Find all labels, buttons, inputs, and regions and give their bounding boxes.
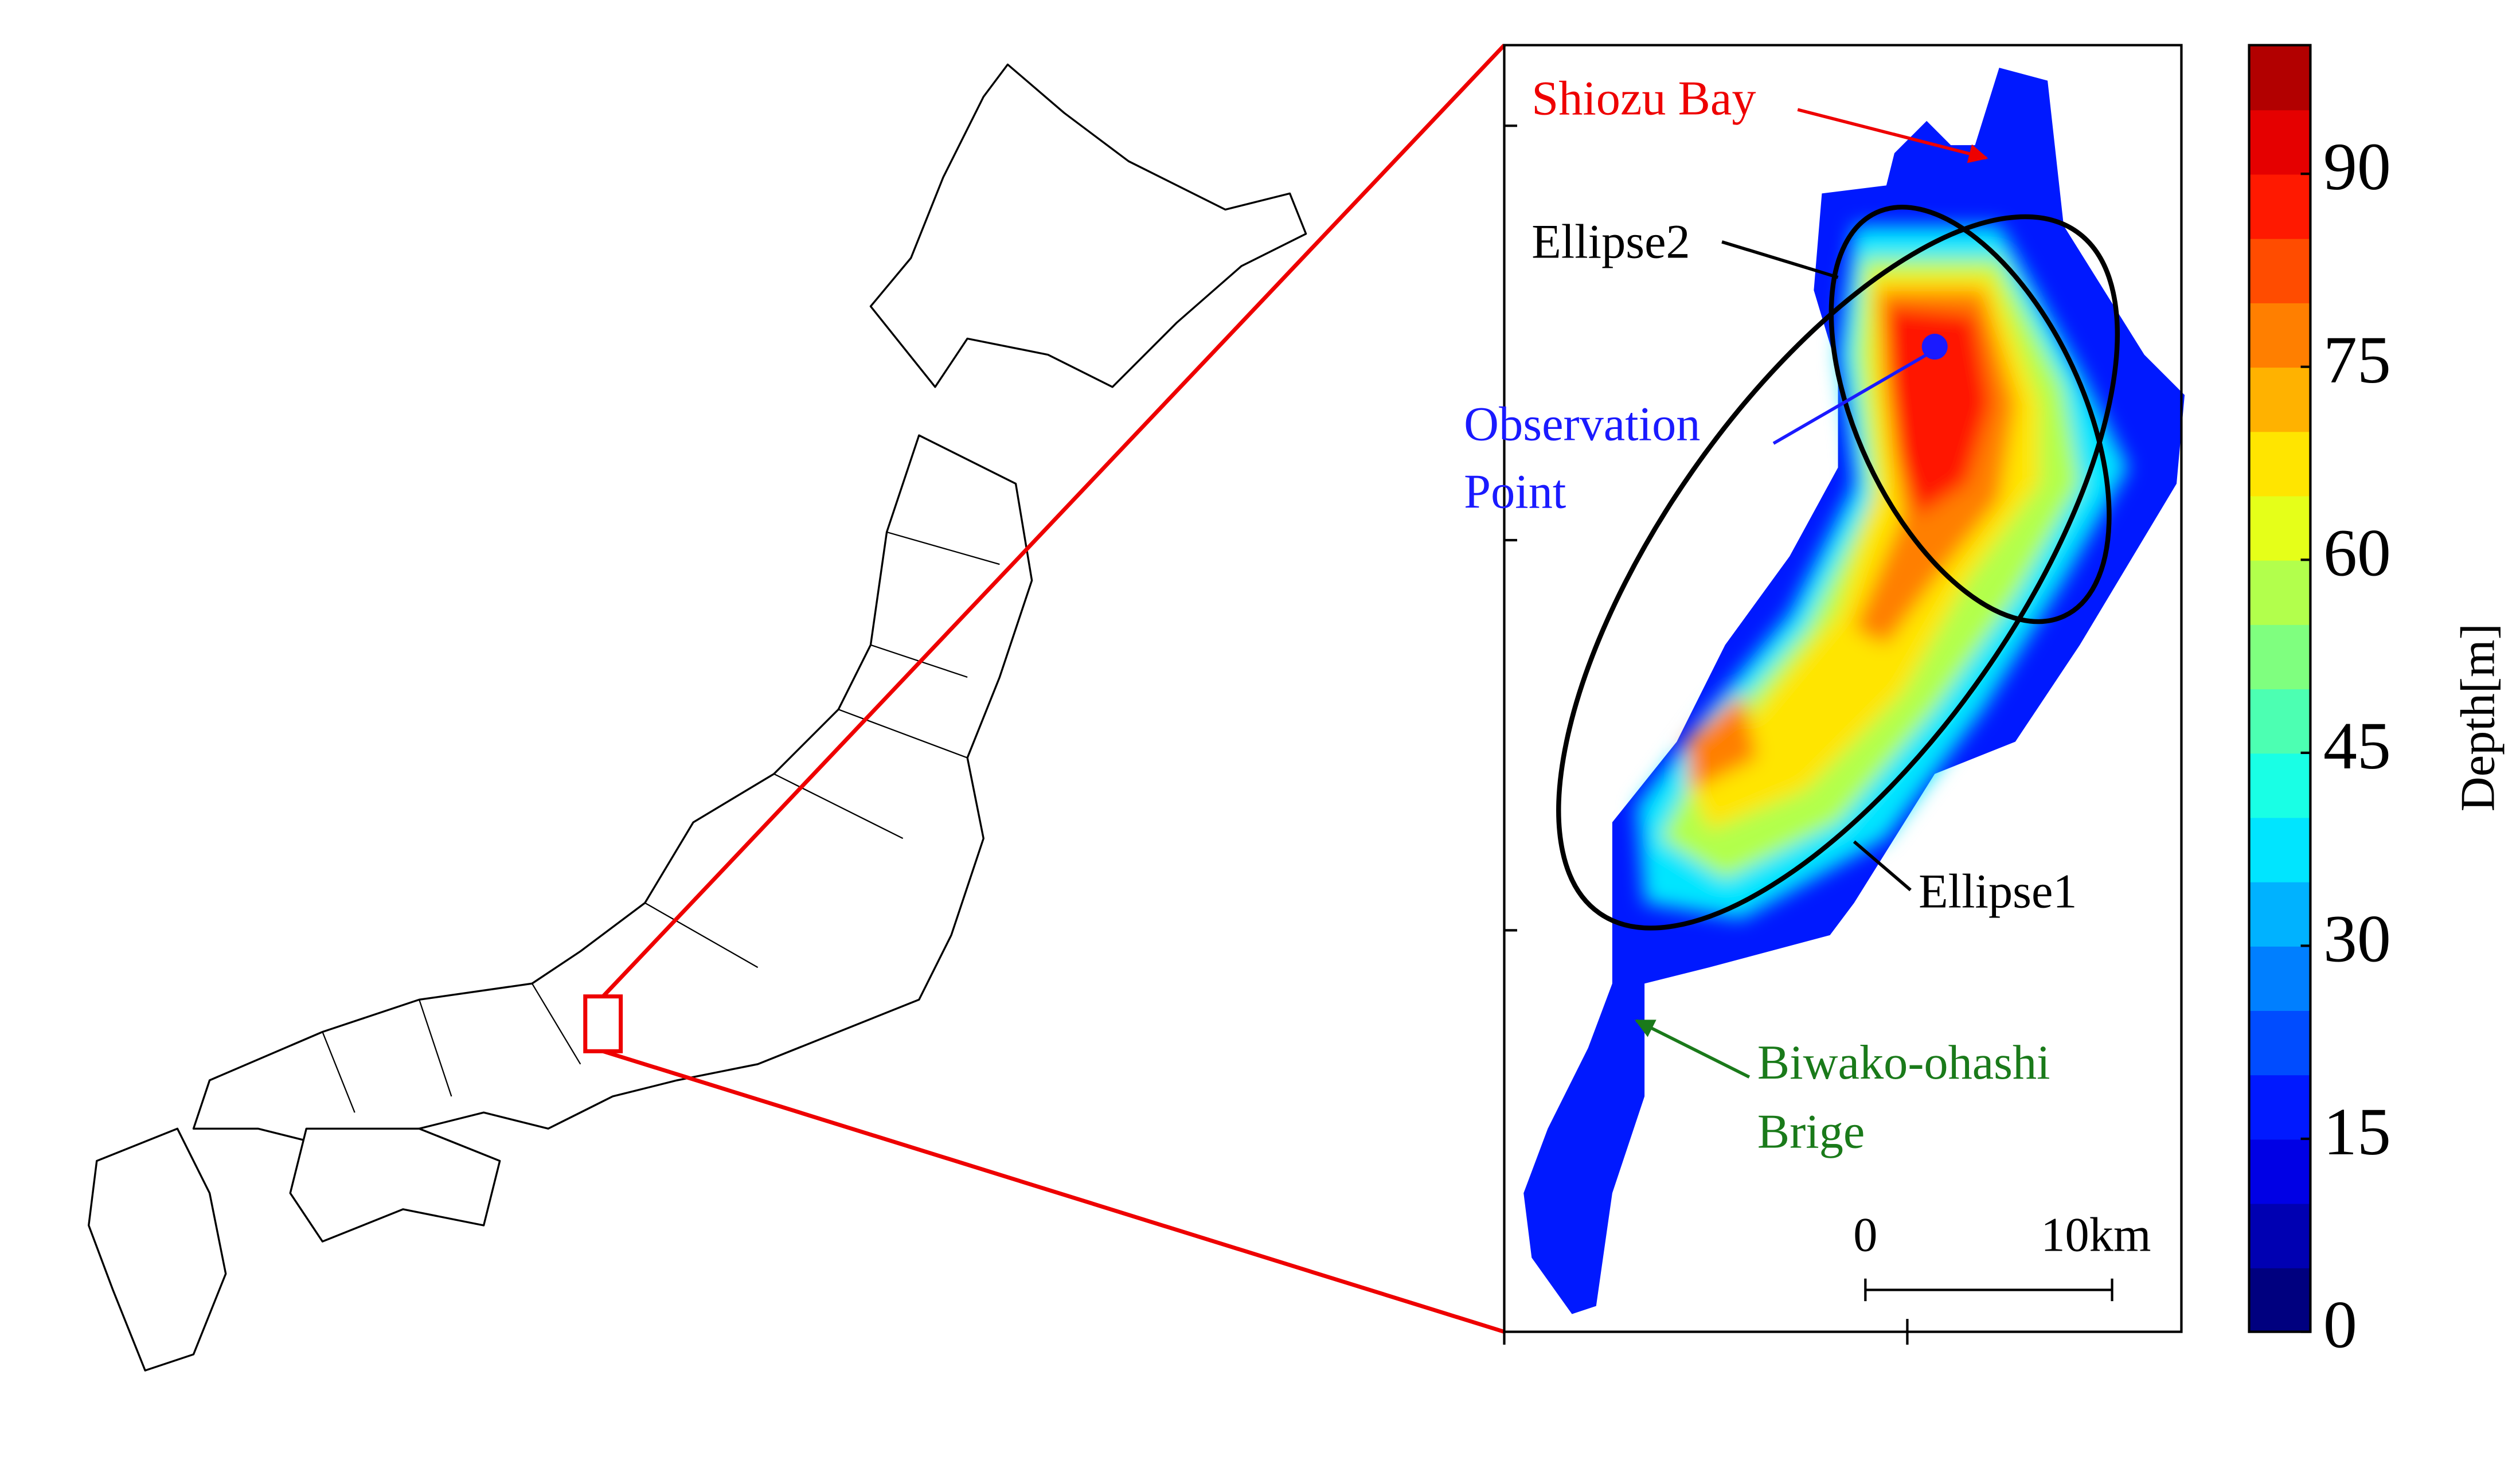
observation-dot [1921,334,1948,360]
label: Ellipse1 [1919,865,2077,919]
lake-depth [1523,68,2185,1314]
colorbar-tick-label: 15 [2323,1094,2391,1169]
leader [1772,353,1928,445]
label: Ellipse2 [1531,216,1690,269]
scale-label: 0 [1853,1209,1877,1262]
scale-label: 10km [2041,1209,2151,1262]
label: Biwako-ohashi [1757,1036,2050,1089]
leader [1721,240,1839,279]
colorbar-frame [2248,44,2312,1333]
colorbar-band [2249,560,2311,625]
label: Brige [1757,1106,1865,1159]
colorbar: 0 15 30 45 60 75 90 [2248,44,2391,1362]
colorbar-band [2249,688,2311,754]
ellipse1 [1556,214,2120,931]
colorbar-band [2249,624,2311,690]
colorbar-tick-label: 0 [2323,1287,2357,1362]
colorbar-band [2249,302,2311,368]
colorbar-band [2249,817,2311,882]
colorbar-band [2249,1010,2311,1076]
colorbar-band [2249,752,2311,818]
colorbar-band [2249,1074,2311,1140]
leader [1853,840,1912,892]
colorbar-band [2249,495,2311,561]
colorbar-label: Depth[m] [2452,623,2505,811]
colorbar-band [2249,366,2311,432]
colorbar-band [2249,238,2311,303]
ellipse2 [1829,205,2112,624]
colorbar-tick-label: 75 [2323,322,2391,397]
arrow [1797,108,1988,163]
colorbar-tick-label: 90 [2323,129,2391,204]
colorbar-band [2249,109,2311,175]
japan-map [88,63,1307,1372]
colorbar-band [2249,1267,2311,1333]
colorbar-band [2249,174,2311,239]
colorbar-band [2249,1203,2311,1268]
colorbar-tick-label: 45 [2323,708,2391,783]
colorbar-band [2249,45,2311,111]
label: Observation [1464,397,1700,451]
label: Shiozu Bay [1531,72,1756,125]
scale-bar [1864,1278,2113,1302]
colorbar-tick-label: 60 [2323,515,2391,590]
colorbar-band [2249,1138,2311,1204]
arrow [1635,1019,1751,1079]
colorbar-band [2249,431,2311,497]
label: Point [1464,465,1566,518]
colorbar-band [2249,946,2311,1012]
colorbar-band [2249,881,2311,947]
zoom-lines [601,44,1506,1334]
colorbar-tick-label: 30 [2323,901,2391,977]
map-frame [1503,44,2183,1333]
frame-ticks [1503,124,1909,1345]
